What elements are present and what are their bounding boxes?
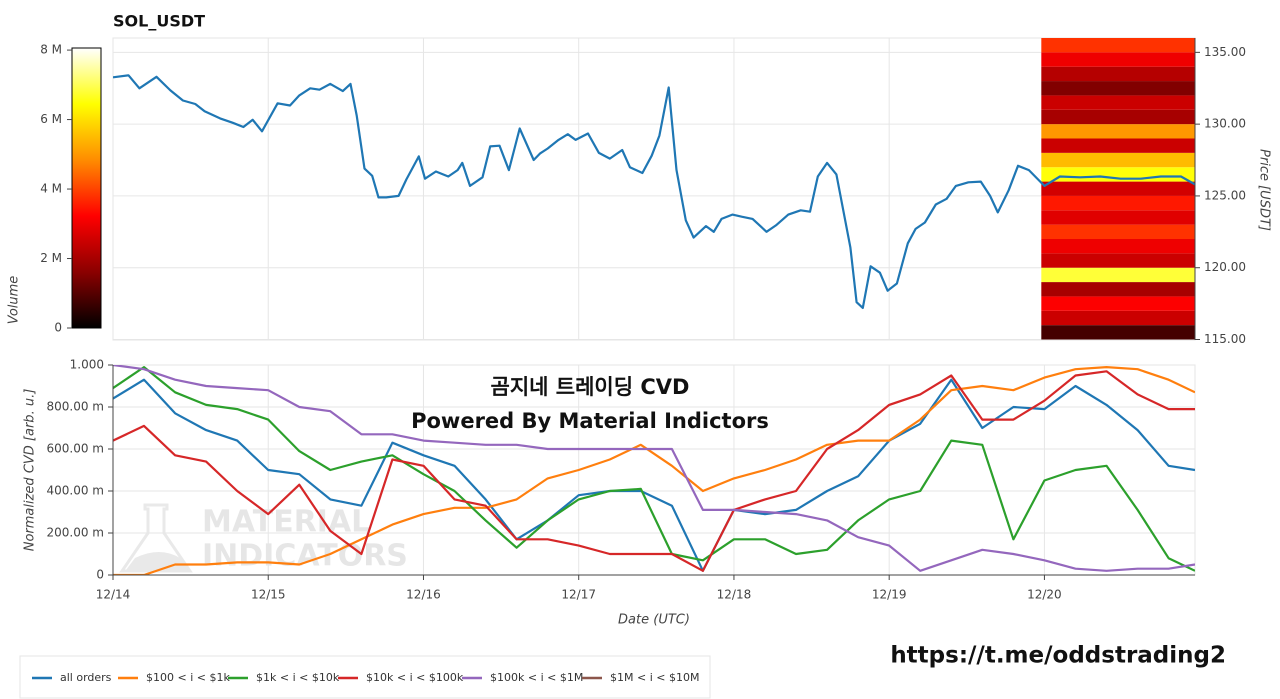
y-tick-label: 135.00 <box>1204 45 1246 59</box>
colorbar-tick-label: 4 M <box>40 182 62 196</box>
watermark-text: MATERIAL <box>202 505 370 540</box>
y-tick-label: 800.00 m <box>47 400 105 414</box>
y-tick-label: 115.00 <box>1204 332 1246 346</box>
heatmap-cell <box>1041 66 1195 82</box>
heatmap-cell <box>1041 239 1195 254</box>
x-axis-label: Date (UTC) <box>618 613 690 628</box>
chart-title: SOL_USDT <box>113 12 205 31</box>
heatmap-cell <box>1041 124 1195 139</box>
legend-label: $1M < i < $10M <box>610 671 699 684</box>
heatmap-cell <box>1041 210 1195 225</box>
y-tick-label: 600.00 m <box>47 442 105 456</box>
annotation: Powered By Material Indictors <box>411 409 769 433</box>
watermark-icon <box>119 503 193 573</box>
annotation: 곰지네 트레이딩 CVD <box>491 375 690 399</box>
legend-label: all orders <box>60 671 112 684</box>
y-axis-label: Normalized CVD [arb. u.] <box>23 389 38 552</box>
heatmap-cell <box>1041 224 1195 239</box>
heatmap-cell <box>1041 310 1195 326</box>
legend-label: $1k < i < $10k <box>256 671 340 684</box>
colorbar-tick-label: 6 M <box>40 112 62 126</box>
heatmap-cell <box>1041 267 1195 283</box>
footer-link: https://t.me/oddstrading2 <box>890 643 1226 669</box>
heatmap-cell <box>1041 152 1195 168</box>
legend-label: $100k < i < $1M <box>490 671 583 684</box>
heatmap-cell <box>1041 181 1195 196</box>
data-line <box>113 378 1195 572</box>
heatmap-cell <box>1041 81 1195 96</box>
y-tick-label: 400.00 m <box>47 484 105 498</box>
heatmap-cell <box>1041 253 1195 268</box>
x-tick-label: 12/20 <box>1027 588 1062 602</box>
heatmap-cell <box>1041 296 1195 311</box>
y-tick-label: 0 <box>96 568 104 582</box>
heatmap-cell <box>1041 282 1195 297</box>
legend-label: $10k < i < $100k <box>366 671 464 684</box>
colorbar-tick-label: 2 M <box>40 251 62 265</box>
y-tick-label: 125.00 <box>1204 188 1246 202</box>
legend-label: $100 < i < $1k <box>146 671 230 684</box>
colorbar-tick-label: 0 <box>54 321 62 335</box>
x-tick-label: 12/15 <box>251 588 286 602</box>
y-axis-label: Price [USDT] <box>1257 149 1272 231</box>
watermark: MATERIAL INDICATORS <box>119 503 408 574</box>
colorbar <box>71 47 102 329</box>
data-line <box>113 365 1195 572</box>
y-tick-label: 130.00 <box>1204 117 1246 131</box>
heatmap-cell <box>1041 52 1195 67</box>
colorbar-label: Volume <box>7 276 22 325</box>
heatmap-cell <box>1041 195 1195 211</box>
heatmap-cell <box>1041 95 1195 110</box>
colorbar-tick-label: 8 M <box>40 43 62 57</box>
data-line <box>113 370 1195 572</box>
heatmap-cell <box>1041 109 1195 125</box>
y-tick-label: 1.000 <box>70 358 104 372</box>
data-line <box>113 74 1195 309</box>
heatmap-cell <box>1041 138 1195 153</box>
y-tick-label: 200.00 m <box>47 526 105 540</box>
plot-frame <box>112 37 1196 341</box>
x-tick-label: 12/16 <box>406 588 441 602</box>
heatmap-cell <box>1041 38 1195 53</box>
data-line <box>113 366 1195 572</box>
x-tick-label: 12/14 <box>96 588 131 602</box>
heatmap-cell <box>1041 325 1195 340</box>
y-tick-label: 120.00 <box>1204 260 1246 274</box>
watermark-text: INDICATORS <box>202 539 408 574</box>
x-tick-label: 12/19 <box>872 588 907 602</box>
x-tick-label: 12/17 <box>561 588 596 602</box>
data-line <box>113 366 1195 575</box>
x-tick-label: 12/18 <box>717 588 752 602</box>
